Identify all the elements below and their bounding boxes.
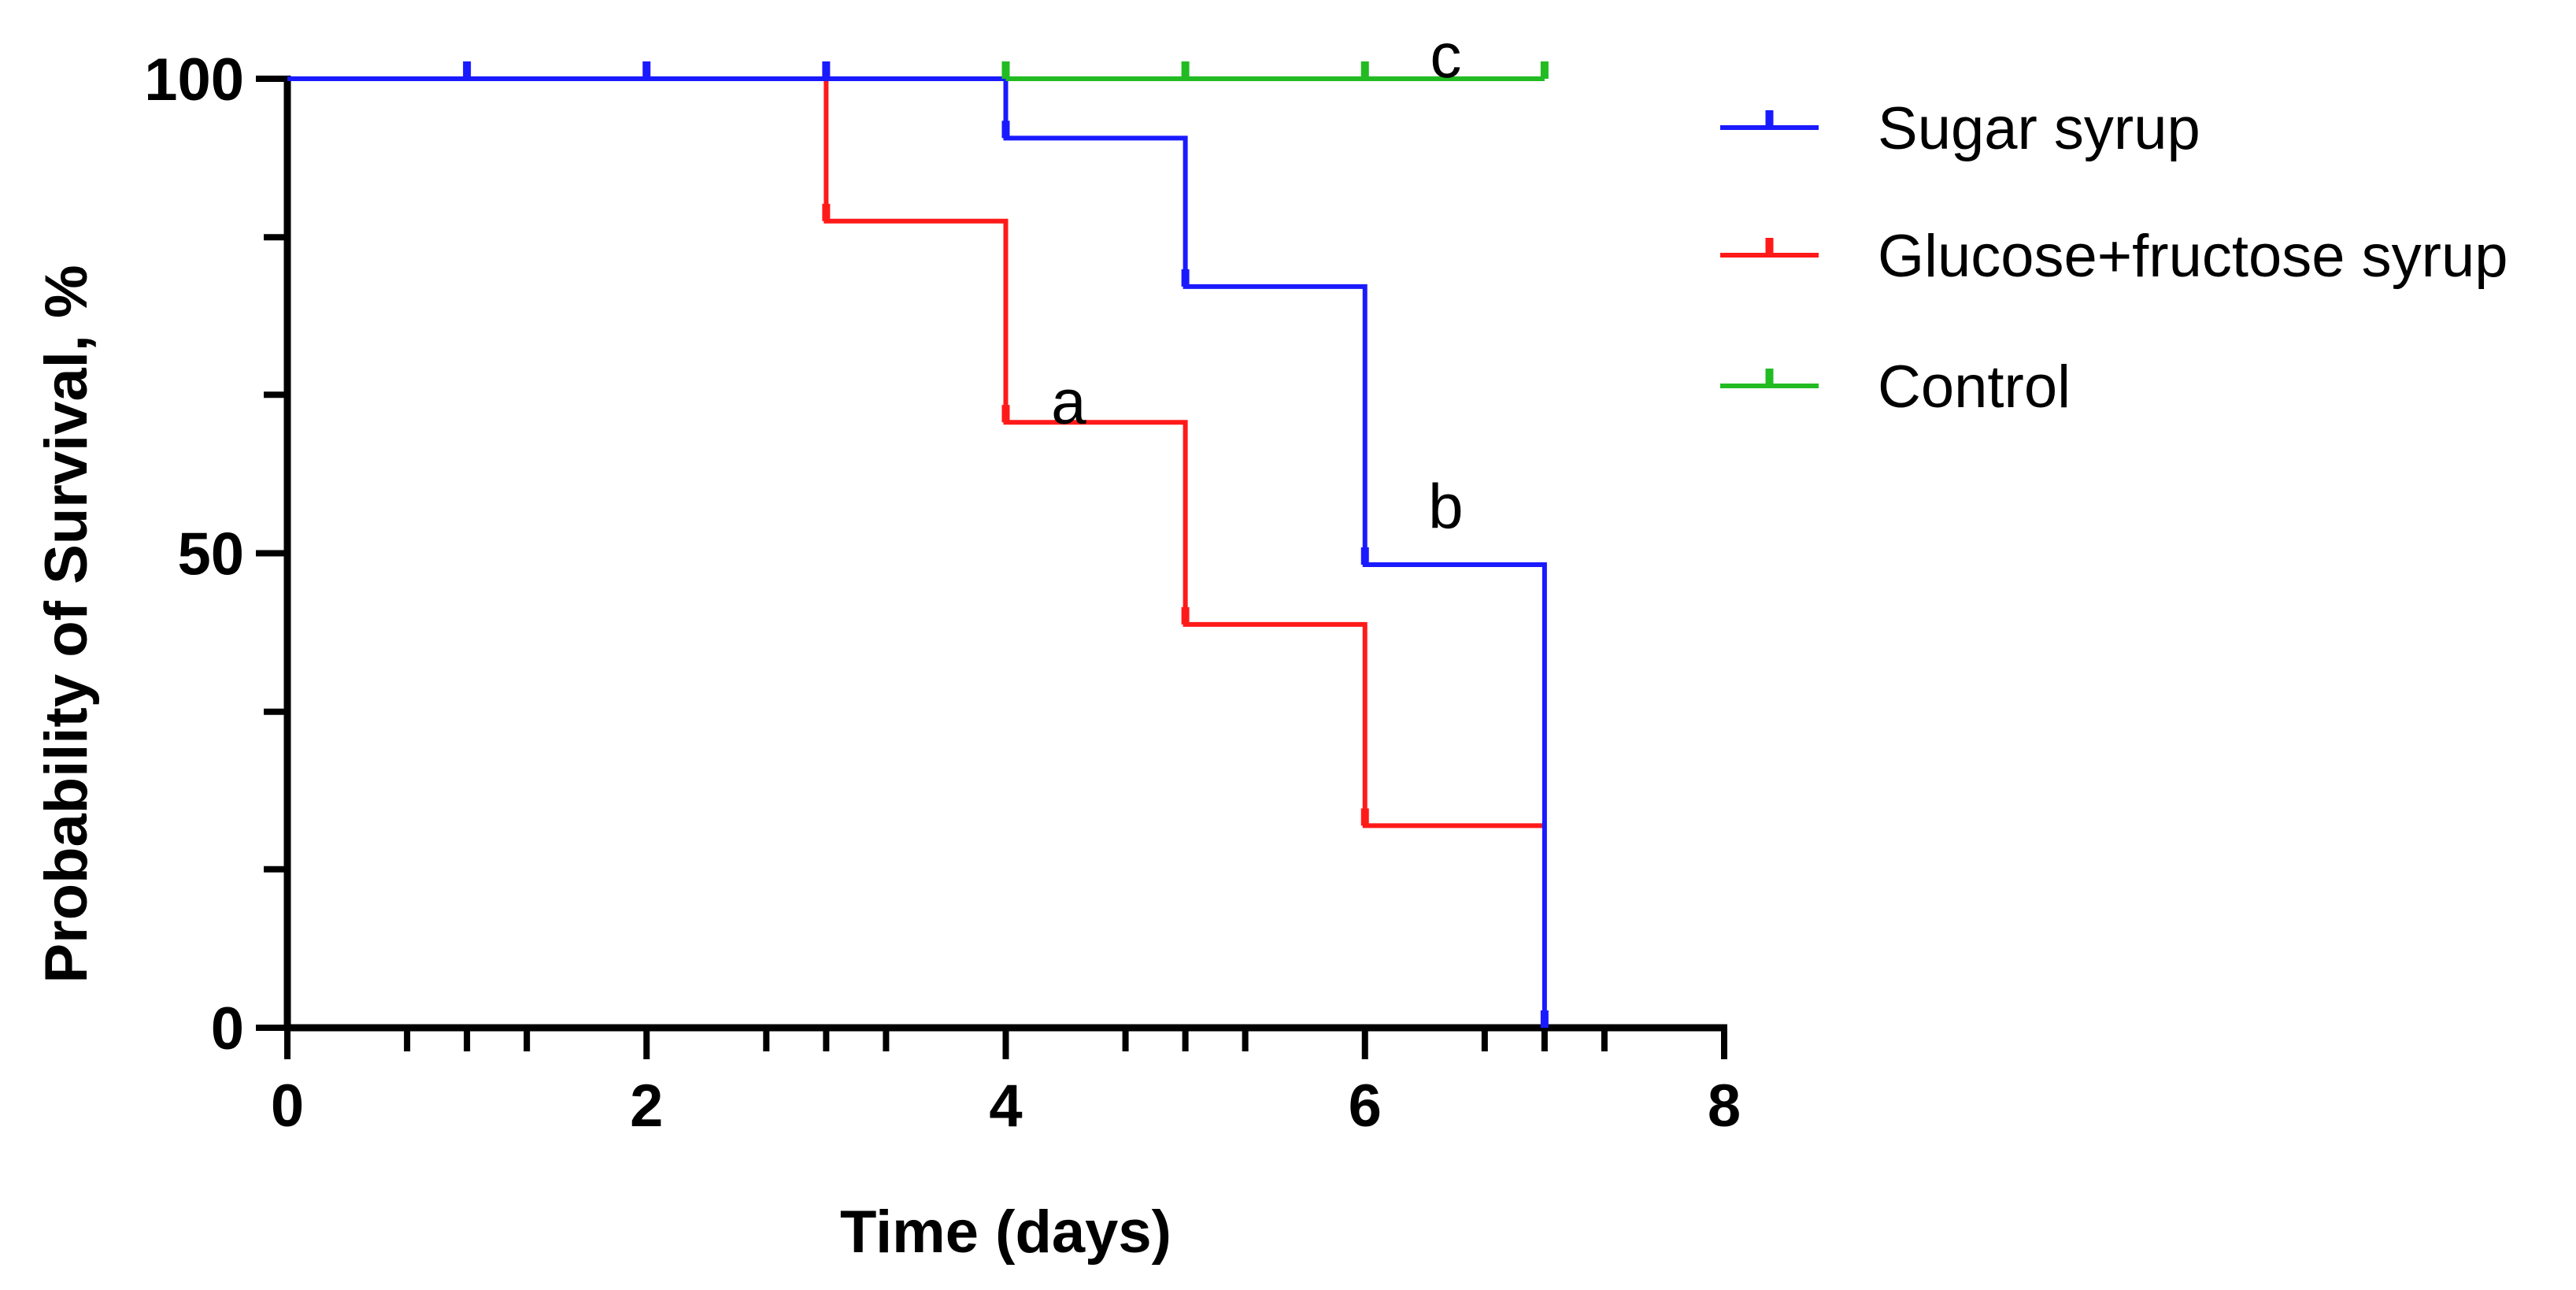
legend-label-glucose-fructose-syrup: Glucose+fructose syrup	[1878, 223, 2508, 290]
legend-label-sugar-syrup: Sugar syrup	[1878, 95, 2200, 162]
x-tick-label: 2	[630, 1073, 663, 1140]
annotation-a: a	[1051, 367, 1086, 437]
annotation-c: c	[1430, 20, 1461, 91]
legend-label-control: Control	[1878, 354, 2071, 421]
x-tick-label: 8	[1708, 1073, 1741, 1140]
y-tick-label: 100	[144, 46, 244, 113]
y-tick-label: 0	[211, 995, 244, 1062]
y-tick-label: 50	[177, 521, 244, 588]
legend: Sugar syrup Glucose+fructose syrup Control	[1720, 95, 2508, 421]
series-layer	[287, 61, 1549, 1028]
y-axis-title: Probability of Survival, %	[33, 265, 100, 983]
series-line-glucose-fructose-syrup	[287, 76, 1545, 828]
x-tick-label: 6	[1349, 1073, 1382, 1140]
axes: 0 2 4 6 8 0 50 100 Time (days) Probability of Sur…	[33, 46, 1741, 1266]
x-tick-label: 4	[989, 1073, 1022, 1140]
x-axis-title: Time (days)	[840, 1199, 1171, 1266]
x-tick-label: 0	[271, 1073, 304, 1140]
annotations: a b c	[1051, 20, 1464, 541]
annotation-b: b	[1428, 471, 1464, 541]
